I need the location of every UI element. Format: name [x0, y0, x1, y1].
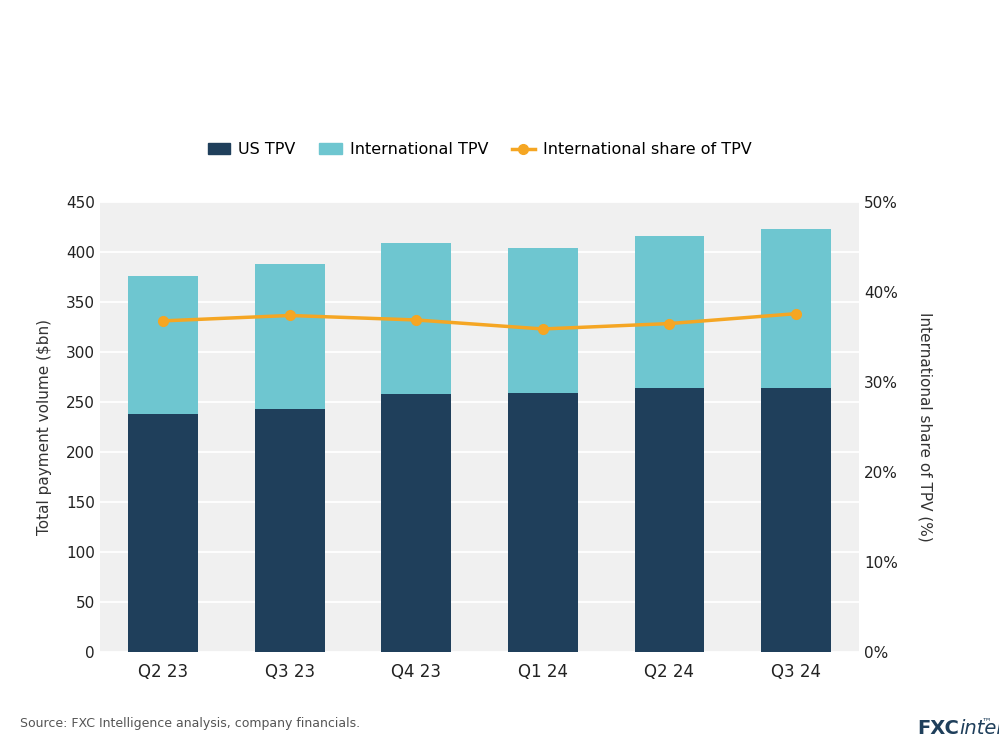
Bar [129, 414, 198, 652]
Bar [255, 264, 325, 409]
Bar [761, 229, 831, 388]
Y-axis label: International share of TPV (%): International share of TPV (%) [917, 312, 932, 542]
Text: PayPal quarterly US and international TPV and international share: PayPal quarterly US and international TP… [18, 77, 563, 95]
Text: Source: FXC Intelligence analysis, company financials.: Source: FXC Intelligence analysis, compa… [20, 718, 360, 730]
Legend: US TPV, International TPV, International share of TPV: US TPV, International TPV, International… [202, 136, 757, 164]
Text: ™: ™ [981, 717, 991, 727]
Text: FXC: FXC [917, 719, 959, 738]
Text: Two thirds of PayPal’s payment volumes are from the US: Two thirds of PayPal’s payment volumes a… [18, 19, 863, 46]
Bar [634, 236, 704, 388]
Y-axis label: Total payment volume ($bn): Total payment volume ($bn) [37, 319, 52, 535]
Bar [382, 243, 452, 394]
Bar [255, 409, 325, 652]
Bar [382, 394, 452, 652]
Bar [634, 388, 704, 652]
Bar [129, 276, 198, 414]
Bar [508, 393, 577, 652]
Bar [508, 248, 577, 393]
Bar [761, 388, 831, 652]
Text: intelligence: intelligence [959, 719, 999, 738]
